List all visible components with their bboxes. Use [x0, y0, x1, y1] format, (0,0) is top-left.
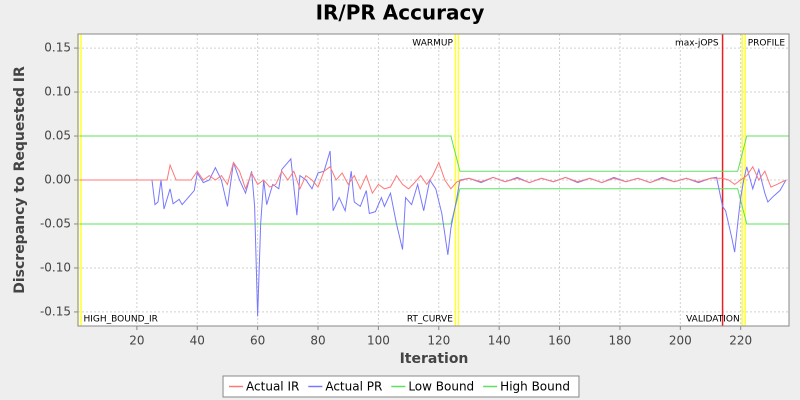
series-line: [79, 161, 787, 195]
x-tick-label: 120: [427, 334, 450, 348]
chart-title: IR/PR Accuracy: [316, 1, 485, 25]
y-tick-label: -0.10: [40, 260, 71, 274]
x-tick-label: 180: [608, 334, 631, 348]
legend-label: Actual IR: [246, 380, 299, 394]
marker-label: VALIDATION: [686, 315, 740, 325]
y-tick-label: -0.15: [40, 304, 71, 318]
y-tick-label: 0.15: [44, 41, 71, 55]
series-line: [79, 135, 789, 172]
x-tick-label: 100: [367, 334, 390, 348]
marker-label: max-jOPS: [675, 39, 719, 49]
y-tick-label: 0.05: [44, 129, 71, 143]
legend-item: Low Bound: [391, 380, 474, 394]
marker-label: PROFILE: [748, 39, 786, 49]
x-tick-label: 200: [669, 334, 692, 348]
x-tick-label: 60: [250, 334, 265, 348]
marker-label: RT_CURVE: [407, 315, 453, 325]
y-tick-label: -0.05: [40, 216, 71, 230]
axes: -0.15 -0.10 -0.05 0.00 0.05 0.10 0.15 20 40 60 80 1…: [40, 41, 752, 348]
legend-label: Actual PR: [325, 380, 382, 394]
legend-item: High Bound: [483, 380, 570, 394]
y-axis-label: Discrepancy to Requested IR: [12, 66, 28, 294]
x-tick-label: 20: [129, 334, 144, 348]
legend-item: Actual PR: [308, 380, 382, 394]
x-axis-label: Iteration: [400, 351, 469, 367]
legend-label: Low Bound: [408, 380, 474, 394]
y-tick-label: 0.00: [44, 173, 71, 187]
legend: Actual IR Actual PR Low Bound High Bound: [222, 375, 580, 398]
legend-item: Actual IR: [229, 380, 299, 394]
marker-label: HIGH_BOUND_IR: [84, 315, 158, 325]
x-tick-label: 80: [310, 334, 325, 348]
series-line: [79, 150, 787, 317]
x-tick-label: 220: [729, 334, 752, 348]
x-tick-label: 140: [488, 334, 511, 348]
x-tick-label: 160: [548, 334, 571, 348]
x-tick-label: 40: [190, 334, 205, 348]
legend-label: High Bound: [500, 380, 570, 394]
lines: [79, 135, 789, 317]
marker-label: WARMUP: [412, 39, 453, 49]
y-tick-label: 0.10: [44, 85, 71, 99]
series-line: [79, 188, 789, 225]
